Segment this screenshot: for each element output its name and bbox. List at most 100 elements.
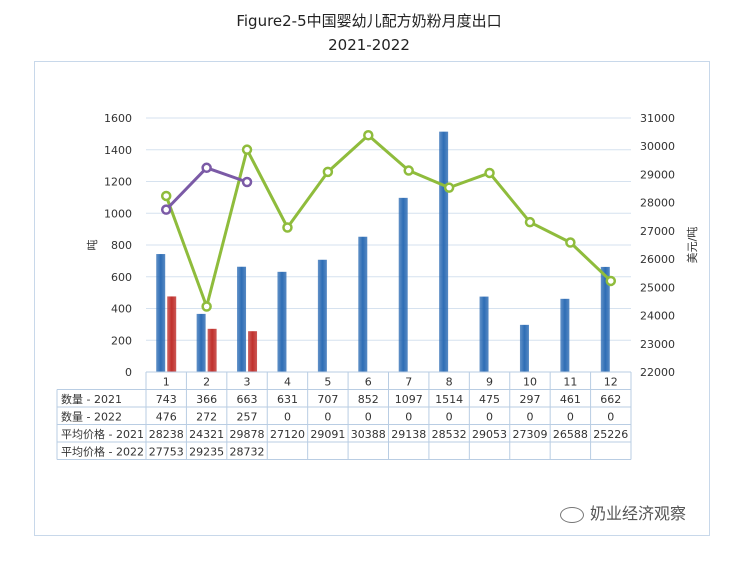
line-point	[403, 165, 414, 176]
x-tick-label: 9	[486, 376, 493, 389]
bar	[358, 236, 368, 372]
y-right-tick-label: 27000	[640, 225, 675, 238]
table-series-label: 平均价格 - 2022	[61, 445, 144, 459]
y-left-tick-label: 1000	[104, 207, 132, 220]
y-right-tick-label: 22000	[640, 366, 675, 379]
table-cell: 0	[324, 411, 331, 424]
y-right-tick-label: 24000	[640, 310, 675, 323]
table-cell: 461	[560, 393, 581, 406]
bar	[237, 266, 247, 372]
table-cell: 29091	[310, 428, 345, 441]
table-cell: 28732	[230, 446, 265, 459]
y-right-tick-label: 23000	[640, 338, 675, 351]
watermark: 奶业经济观察	[560, 500, 686, 524]
y-left-axis-title: 吨	[86, 240, 99, 251]
y-right-tick-label: 30000	[640, 140, 675, 153]
line-point	[484, 167, 495, 179]
y-right-tick-label: 25000	[640, 281, 675, 294]
bar	[600, 266, 610, 372]
table-cell: 743	[156, 393, 177, 406]
table-cell: 0	[446, 411, 453, 424]
y-right-tick-label: 29000	[640, 168, 675, 181]
line-point	[524, 216, 536, 228]
y-left-tick-label: 800	[111, 239, 132, 252]
line-point	[201, 162, 212, 174]
bar	[560, 298, 570, 372]
x-tick-label: 12	[604, 376, 618, 389]
line-point	[282, 222, 293, 233]
table-cell: 0	[526, 411, 533, 424]
line-point	[565, 237, 576, 248]
table-cell: 27120	[270, 428, 305, 441]
x-tick-label: 5	[324, 376, 331, 389]
line-point	[160, 190, 172, 202]
y-left-tick-label: 1400	[104, 144, 132, 157]
wechat-icon	[560, 506, 584, 523]
chart-frame	[34, 61, 710, 536]
series-line	[164, 133, 612, 308]
line-point	[241, 176, 253, 188]
table-series-label: 数量 - 2022	[61, 411, 122, 424]
table-cell: 0	[486, 411, 493, 424]
y-left-tick-label: 400	[111, 303, 132, 316]
y-left-tick-label: 0	[125, 366, 132, 379]
table-cell: 631	[277, 393, 298, 406]
table-cell: 29878	[230, 428, 265, 441]
x-tick-label: 11	[563, 376, 577, 389]
bar	[167, 296, 177, 372]
x-tick-label: 4	[284, 376, 291, 389]
x-tick-label: 8	[446, 376, 453, 389]
chart-subtitle: 2021-2022	[328, 36, 410, 54]
table-cell: 27753	[149, 446, 184, 459]
bar	[248, 331, 258, 372]
table-cell: 29138	[391, 428, 426, 441]
y-right-axis-title: 美元/吨	[686, 227, 699, 264]
x-tick-label: 6	[365, 376, 372, 389]
line-point	[160, 204, 172, 215]
chart-title: Figure2-5中国婴幼儿配方奶粉月度出口	[236, 12, 501, 30]
bar	[196, 313, 206, 372]
table-cell: 30388	[351, 428, 386, 441]
bar	[207, 328, 217, 372]
y-left-tick-label: 200	[111, 334, 132, 347]
bar	[439, 131, 449, 372]
y-left-tick-label: 600	[111, 271, 132, 284]
line-point	[605, 275, 617, 287]
bar	[277, 271, 287, 372]
line-point	[241, 144, 253, 155]
table-cell: 1514	[435, 393, 463, 406]
line-point	[443, 182, 455, 193]
table-cell: 663	[237, 393, 258, 406]
table-cell: 24321	[189, 428, 224, 441]
x-tick-label: 1	[163, 376, 170, 389]
table-cell: 707	[317, 393, 338, 406]
series-line	[165, 166, 248, 211]
table-cell: 476	[156, 411, 177, 424]
table-cell: 852	[358, 393, 379, 406]
table-cell: 27309	[512, 428, 547, 441]
y-right-tick-label: 28000	[640, 197, 675, 210]
x-tick-label: 10	[523, 376, 537, 389]
line-point	[201, 301, 212, 312]
table-cell: 0	[284, 411, 291, 424]
table-series-label: 数量 - 2021	[61, 393, 122, 406]
table-cell: 662	[600, 393, 621, 406]
x-tick-label: 7	[405, 376, 412, 389]
table-cell: 25226	[593, 428, 628, 441]
table-cell: 272	[196, 411, 217, 424]
x-tick-label: 2	[203, 376, 210, 389]
y-right-tick-label: 31000	[640, 112, 675, 125]
x-tick-label: 3	[244, 376, 251, 389]
table-cell: 28532	[432, 428, 467, 441]
table-cell: 26588	[553, 428, 588, 441]
table-cell: 257	[237, 411, 258, 424]
bar	[156, 254, 166, 372]
line-point	[322, 166, 334, 178]
table-cell: 0	[365, 411, 372, 424]
table-cell: 29053	[472, 428, 507, 441]
bar	[479, 296, 489, 372]
y-right-tick-label: 26000	[640, 253, 675, 266]
bar	[398, 197, 408, 372]
table-cell: 0	[567, 411, 574, 424]
